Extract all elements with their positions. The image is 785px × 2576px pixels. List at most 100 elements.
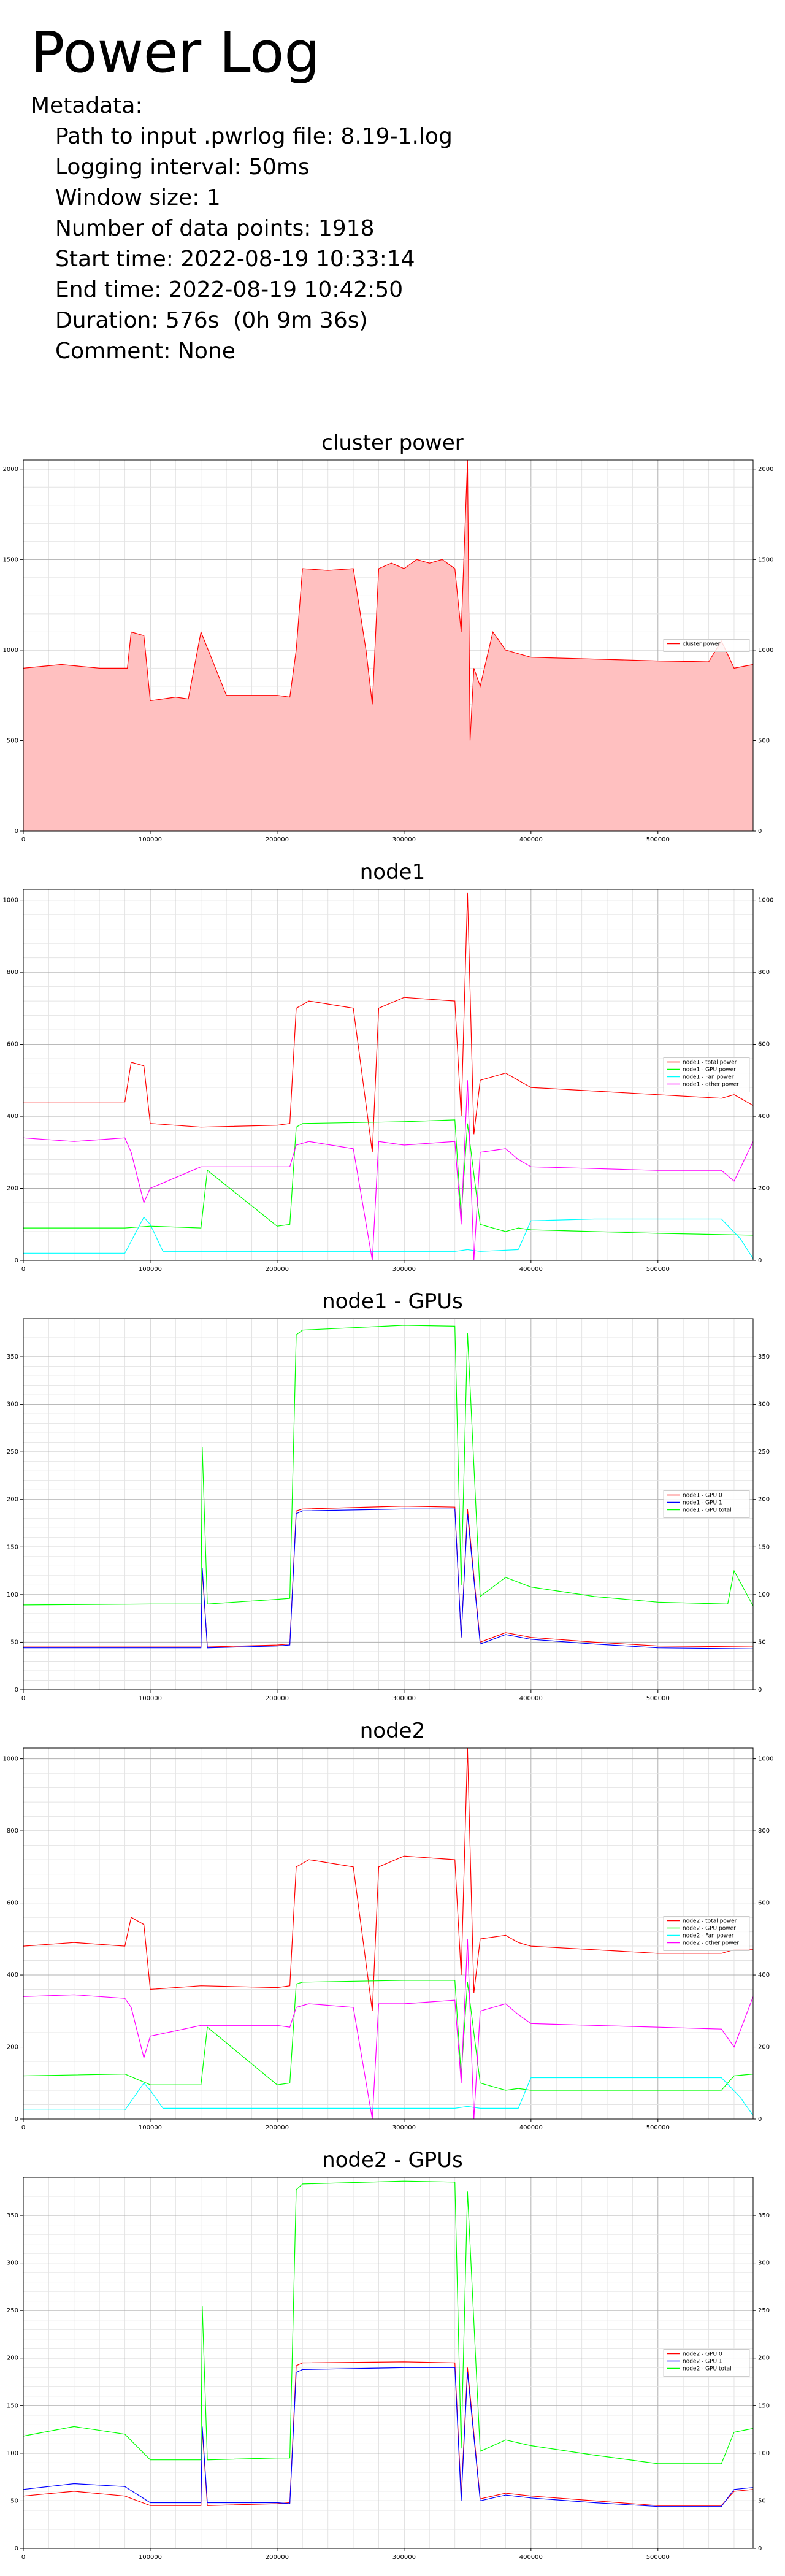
y-tick-label-right: 200: [758, 2355, 770, 2362]
x-tick-label: 200000: [266, 2125, 289, 2131]
y-tick-label-right: 200: [758, 2044, 770, 2051]
y-tick-label: 350: [7, 2212, 18, 2219]
y-tick-label: 1000: [3, 897, 18, 904]
series-line: [23, 2180, 754, 2464]
y-tick-label: 150: [7, 2402, 18, 2409]
plot-frame: [23, 1318, 754, 1690]
y-tick-label-right: 2000: [758, 466, 773, 473]
report-header: Power Log Metadata: Path to input .pwrlo…: [31, 18, 754, 367]
legend-label: cluster power: [683, 642, 721, 648]
y-tick-label-right: 200: [758, 1186, 770, 1192]
x-tick-label: 400000: [519, 2125, 543, 2131]
metadata-item: Comment: None: [55, 339, 236, 364]
metadata-item: Number of data points: 1918: [55, 216, 375, 241]
x-tick-label: 300000: [392, 1695, 416, 1702]
series-line: [23, 2361, 754, 2506]
x-tick-label: 100000: [139, 1695, 162, 1702]
legend-label: node2 - GPU total: [683, 2366, 732, 2372]
plot-frame: [23, 2177, 754, 2549]
plot-frame: [23, 459, 754, 832]
plot-frame: [23, 1747, 754, 2120]
chart-title: node1 - GPUs: [322, 1289, 463, 1314]
y-tick-label: 50: [10, 1639, 18, 1646]
y-tick-label-right: 500: [758, 737, 770, 744]
series-line: [23, 459, 754, 741]
x-tick-label: 100000: [139, 2125, 162, 2131]
y-tick-label-right: 400: [758, 1113, 770, 1120]
y-tick-label-right: 0: [758, 2545, 762, 2552]
chart-node1-gpus: node1 - GPUs 0 100000 200000 300000 400000 50…: [0, 1288, 785, 1705]
y-tick-label: 200: [7, 2355, 18, 2362]
y-tick-label: 0: [15, 2116, 18, 2123]
x-tick-label: 400000: [519, 2554, 543, 2561]
y-tick-label: 250: [7, 1449, 18, 1455]
x-tick-label: 100000: [139, 837, 162, 843]
x-tick-label: 0: [21, 2125, 25, 2131]
y-tick-label: 300: [7, 2260, 18, 2267]
legend-label: node1 - GPU 0: [683, 1493, 722, 1499]
x-tick-label: 300000: [392, 837, 416, 843]
y-tick-label: 500: [7, 737, 18, 744]
y-tick-label-right: 350: [758, 1354, 770, 1360]
x-tick-label: 400000: [519, 837, 543, 843]
legend-label: node1 - GPU total: [683, 1508, 732, 1514]
y-tick-label-right: 300: [758, 1401, 770, 1408]
x-tick-label: 200000: [266, 1266, 289, 1273]
x-tick-label: 0: [21, 837, 25, 843]
y-tick-label: 0: [15, 1687, 18, 1693]
y-tick-label-right: 400: [758, 1972, 770, 1979]
y-tick-label-right: 300: [758, 2260, 770, 2267]
legend-label: node2 - GPU 1: [683, 2359, 722, 2365]
legend-box: [663, 1057, 750, 1092]
legend-label: node2 - GPU power: [683, 1926, 736, 1932]
x-tick-label: 500000: [646, 2125, 670, 2131]
y-tick-label-right: 0: [758, 1687, 762, 1693]
y-tick-label: 300: [7, 1401, 18, 1408]
x-tick-label: 100000: [139, 2554, 162, 2561]
series-line: [23, 2077, 754, 2116]
chart-node2-gpus: node2 - GPUs 0 100000 200000 300000 400000 50…: [0, 2147, 785, 2564]
metadata-item: Window size: 1: [55, 185, 221, 210]
legend-box: [663, 1916, 750, 1951]
legend-label: node2 - other power: [683, 1941, 739, 1947]
y-tick-label: 200: [7, 1497, 18, 1503]
legend-label: node1 - other power: [683, 1082, 739, 1088]
y-tick-label-right: 150: [758, 2402, 770, 2409]
y-tick-label: 200: [7, 2044, 18, 2051]
y-tick-label: 800: [7, 1828, 18, 1834]
legend-label: node1 - GPU power: [683, 1067, 736, 1073]
y-tick-label: 350: [7, 1354, 18, 1360]
x-tick-label: 100000: [139, 1266, 162, 1273]
chart-node1: node1 0 100000 200000 300000 400000 500000 0 0 2…: [0, 859, 785, 1276]
series-line: [23, 892, 754, 1152]
plot-frame: [23, 889, 754, 1261]
series-line: [23, 1980, 754, 2091]
y-tick-label: 100: [7, 1592, 18, 1598]
y-tick-label-right: 100: [758, 1592, 770, 1598]
metadata-item: Start time: 2022-08-19 10:33:14: [55, 247, 415, 272]
metadata-item: End time: 2022-08-19 10:42:50: [55, 277, 404, 302]
x-tick-label: 500000: [646, 1695, 670, 1702]
x-tick-label: 200000: [266, 1695, 289, 1702]
series-line: [23, 1325, 754, 1606]
y-tick-label: 600: [7, 1900, 18, 1907]
metadata-item: Duration: 576s (0h 9m 36s): [55, 308, 368, 333]
y-tick-label-right: 600: [758, 1041, 770, 1048]
x-tick-label: 500000: [646, 2554, 670, 2561]
series-line: [23, 1119, 754, 1236]
legend-label: node2 - total power: [683, 1919, 737, 1925]
legend-label: node2 - Fan power: [683, 1933, 734, 1939]
x-tick-label: 200000: [266, 837, 289, 843]
series-line: [23, 1939, 754, 2120]
x-tick-label: 200000: [266, 2554, 289, 2561]
legend-label: node1 - Fan power: [683, 1075, 734, 1081]
y-tick-label: 400: [7, 1113, 18, 1120]
y-tick-label-right: 350: [758, 2212, 770, 2219]
y-tick-label: 0: [15, 828, 18, 835]
y-tick-label-right: 150: [758, 1544, 770, 1551]
y-tick-label-right: 200: [758, 1497, 770, 1503]
